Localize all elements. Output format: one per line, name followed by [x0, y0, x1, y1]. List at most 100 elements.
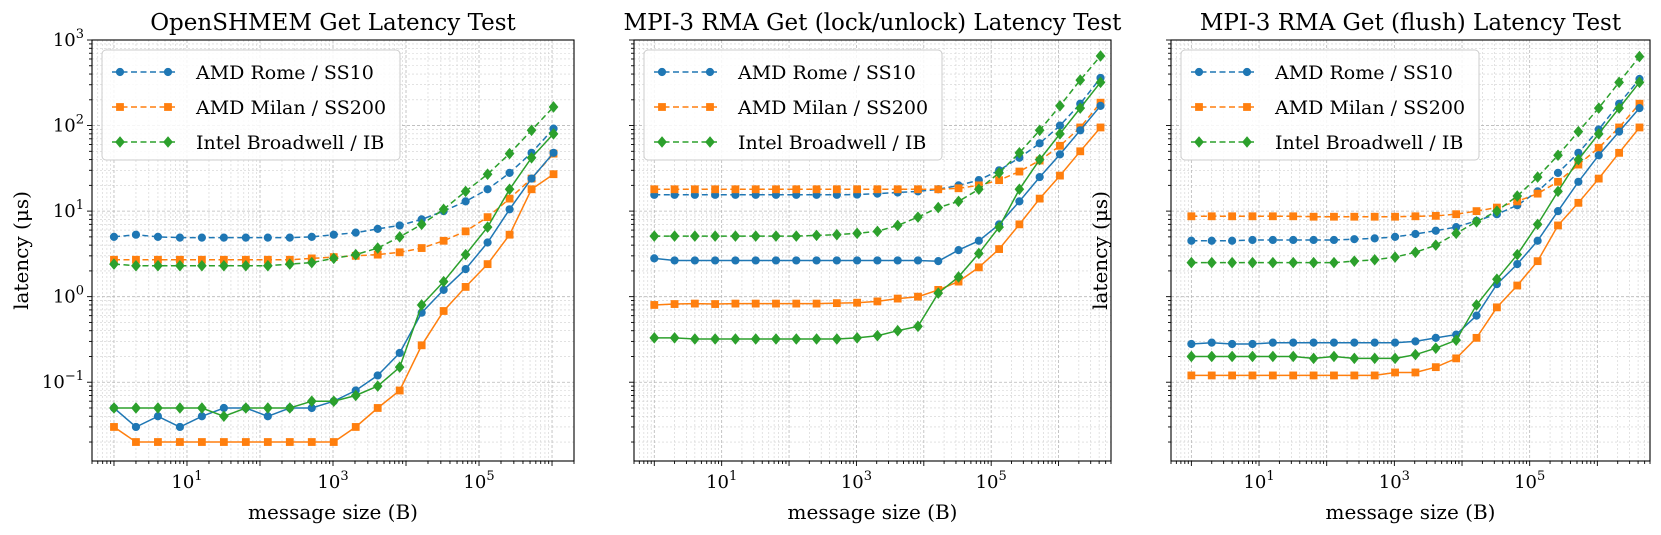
- data-point: [853, 185, 862, 194]
- data-point: [892, 219, 903, 232]
- x-axis: 101 103 105: [91, 461, 575, 493]
- data-point: [811, 229, 822, 242]
- data-point: [1553, 168, 1563, 177]
- legend-marker: [705, 67, 715, 77]
- data-point: [153, 232, 163, 241]
- data-point: [373, 404, 382, 412]
- data-point: [771, 333, 781, 345]
- data-point: [1227, 256, 1237, 269]
- data-point: [483, 260, 492, 269]
- data-point: [1186, 350, 1197, 363]
- data-point: [1594, 151, 1603, 160]
- data-point: [109, 232, 119, 241]
- data-point: [1471, 299, 1482, 311]
- chart-title: MPI-3 RMA Get (lock/unlock) Latency Test: [624, 10, 1123, 36]
- data-point: [527, 185, 536, 194]
- data-point: [549, 170, 558, 179]
- data-point: [1035, 194, 1044, 203]
- data-point: [1411, 229, 1420, 239]
- chart-panel-1: 101 103 105 10−1 100 101 102 103 OpenSHMEM Get L…: [9, 10, 575, 524]
- data-point: [750, 230, 761, 242]
- data-point: [219, 438, 228, 446]
- data-point: [241, 233, 250, 242]
- data-point: [350, 248, 361, 261]
- data-point: [1207, 236, 1216, 245]
- data-point: [1492, 273, 1502, 285]
- data-point: [131, 422, 141, 432]
- x-tick-label: 101: [171, 469, 202, 493]
- data-point: [831, 333, 842, 345]
- data-point: [1227, 350, 1237, 363]
- data-point: [1370, 338, 1379, 347]
- data-point: [1615, 148, 1624, 157]
- data-point: [263, 438, 272, 446]
- data-point: [483, 213, 492, 222]
- data-point: [831, 228, 842, 241]
- series-solid-1: [1187, 103, 1644, 349]
- data-point: [1411, 368, 1420, 377]
- legend-entry-3: Intel Broadwell / IB: [1191, 132, 1463, 154]
- data-point: [284, 402, 295, 414]
- data-point: [1329, 256, 1339, 269]
- data-point: [1553, 149, 1563, 162]
- data-point: [1075, 74, 1086, 86]
- data-point: [504, 183, 515, 196]
- data-point: [1594, 143, 1603, 152]
- y-tick-label: 102: [53, 113, 84, 137]
- series-solid-3: [109, 128, 559, 423]
- data-point: [913, 211, 923, 223]
- data-point: [132, 438, 140, 446]
- legend-box: [643, 49, 943, 161]
- data-point: [549, 148, 558, 157]
- series-solid-2: [1187, 123, 1644, 380]
- legend-marker: [116, 103, 124, 111]
- legend-marker: [1195, 103, 1203, 111]
- data-point: [731, 299, 740, 308]
- data-point: [1614, 102, 1624, 114]
- data-point: [240, 259, 251, 272]
- data-point: [262, 259, 273, 272]
- data-point: [1472, 333, 1481, 342]
- data-point: [1288, 256, 1299, 269]
- x-axis-label: message size (B): [788, 500, 958, 524]
- data-point: [154, 438, 162, 446]
- x-tick-label: 105: [976, 469, 1007, 493]
- data-point: [1056, 141, 1064, 150]
- data-point: [175, 402, 185, 414]
- data-point: [1076, 147, 1085, 156]
- data-point: [954, 246, 963, 255]
- data-point: [153, 259, 163, 272]
- legend-marker: [1242, 136, 1252, 148]
- series-solid-3: [1186, 76, 1645, 365]
- data-point: [1015, 220, 1024, 229]
- data-point: [109, 258, 119, 270]
- data-point: [792, 299, 801, 308]
- data-point: [792, 185, 801, 194]
- data-point: [284, 258, 295, 270]
- data-point: [548, 128, 559, 140]
- grid: [633, 39, 1112, 461]
- legend-entry-3: Intel Broadwell / IB: [654, 132, 926, 154]
- x-axis-label: message size (B): [1326, 500, 1496, 524]
- data-point: [1573, 153, 1584, 166]
- data-point: [1329, 338, 1339, 347]
- data-point: [1035, 172, 1044, 182]
- data-point: [1634, 76, 1645, 89]
- series-group: [109, 101, 559, 446]
- data-point: [1391, 368, 1399, 377]
- data-point: [1553, 185, 1563, 198]
- data-point: [1452, 354, 1461, 363]
- data-point: [131, 259, 141, 272]
- legend-marker: [705, 136, 715, 148]
- series-dashed-3: [109, 101, 559, 272]
- data-point: [812, 185, 821, 194]
- data-point: [853, 298, 862, 307]
- data-point: [1095, 76, 1106, 89]
- data-point: [394, 361, 405, 373]
- data-point: [1248, 339, 1257, 349]
- data-point: [710, 230, 720, 242]
- data-point: [372, 380, 383, 392]
- data-point: [953, 271, 964, 283]
- data-point: [1349, 255, 1360, 267]
- data-point: [1035, 139, 1044, 148]
